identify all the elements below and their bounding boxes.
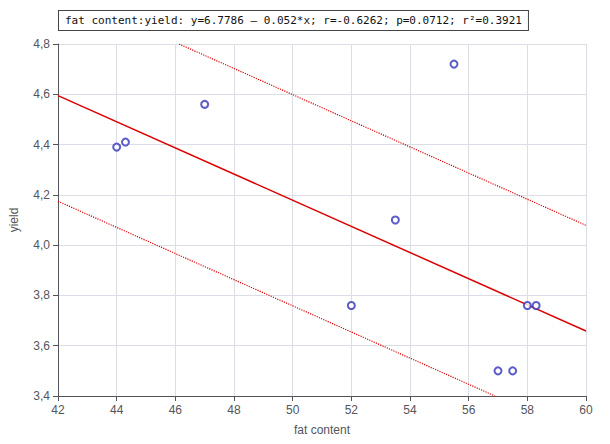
svg-text:fat content: fat content (294, 423, 351, 437)
svg-text:42: 42 (51, 403, 65, 417)
svg-text:3,6: 3,6 (33, 339, 50, 353)
svg-text:4,2: 4,2 (33, 188, 50, 202)
svg-text:48: 48 (227, 403, 241, 417)
svg-text:58: 58 (521, 403, 535, 417)
svg-text:yield: yield (7, 208, 21, 233)
svg-text:44: 44 (110, 403, 124, 417)
svg-text:4,8: 4,8 (33, 37, 50, 51)
svg-text:4,4: 4,4 (33, 138, 50, 152)
svg-text:4,6: 4,6 (33, 87, 50, 101)
svg-text:56: 56 (462, 403, 476, 417)
svg-text:50: 50 (286, 403, 300, 417)
svg-text:3,8: 3,8 (33, 288, 50, 302)
svg-text:54: 54 (403, 403, 417, 417)
svg-text:46: 46 (169, 403, 183, 417)
svg-text:60: 60 (579, 403, 593, 417)
svg-text:3,4: 3,4 (33, 389, 50, 403)
svg-text:4,0: 4,0 (33, 238, 50, 252)
svg-text:52: 52 (345, 403, 359, 417)
svg-text:fat content:yield: y=6.7786 –: fat content:yield: y=6.7786 – 0.052*x; r… (65, 14, 522, 27)
